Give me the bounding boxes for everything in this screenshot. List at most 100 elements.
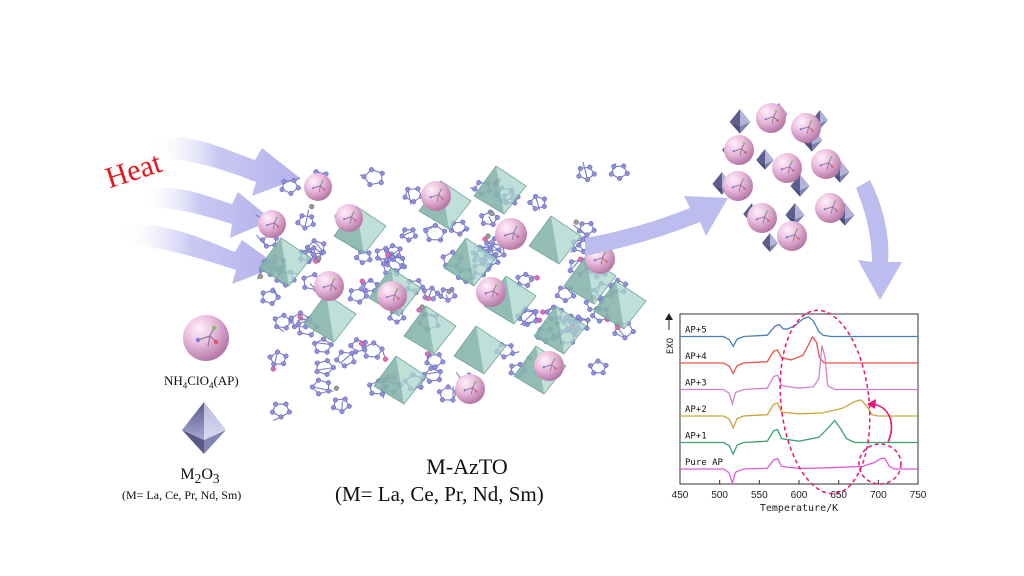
bond xyxy=(594,257,603,261)
cluster-ap-sphere xyxy=(723,171,753,201)
x-tick-label: 650 xyxy=(830,490,847,501)
framework-ap-sphere xyxy=(476,277,506,307)
bond xyxy=(781,166,790,170)
polyhedron-shade xyxy=(594,281,624,329)
atom xyxy=(510,350,516,356)
bond xyxy=(304,209,310,229)
atom xyxy=(460,219,466,225)
atom xyxy=(405,186,411,192)
atom xyxy=(416,278,422,284)
atom xyxy=(353,219,357,222)
atom xyxy=(490,221,496,228)
atom xyxy=(496,293,499,296)
atom xyxy=(476,179,482,185)
cluster-ap-sphere xyxy=(756,103,786,133)
bond xyxy=(738,184,742,192)
octahedron-face xyxy=(740,109,751,127)
atom xyxy=(362,347,368,353)
atom xyxy=(273,401,279,407)
atom xyxy=(260,298,266,304)
atom xyxy=(588,220,594,227)
atom xyxy=(363,353,369,359)
atom xyxy=(755,218,758,221)
atom xyxy=(309,214,315,220)
carbon-atom xyxy=(485,233,491,239)
atom xyxy=(554,367,557,370)
polyhedron-shade xyxy=(304,294,334,342)
bond xyxy=(830,206,834,214)
series-label: AP+5 xyxy=(685,326,707,336)
oxygen-atom xyxy=(382,356,389,362)
polyhedron-shade xyxy=(374,356,404,404)
atom xyxy=(278,414,284,420)
atom xyxy=(799,128,802,131)
series-line xyxy=(680,457,918,486)
atom xyxy=(590,313,596,319)
atom xyxy=(325,380,332,386)
atom xyxy=(402,194,408,200)
cluster-ap-sphere xyxy=(777,221,807,251)
ap-formula-main: NH xyxy=(164,373,183,388)
atom xyxy=(731,186,734,189)
framework-ap-sphere xyxy=(495,218,527,250)
octahedron-face xyxy=(729,109,740,127)
atom xyxy=(766,210,769,213)
bond xyxy=(266,222,275,226)
octahedron-face xyxy=(770,243,778,252)
atom xyxy=(389,243,396,249)
polyhedron-shade xyxy=(454,326,484,374)
atom xyxy=(352,210,355,214)
atom xyxy=(314,360,320,366)
atom xyxy=(577,165,583,172)
legend-ap-sphere xyxy=(183,315,229,361)
octahedron-face xyxy=(820,120,828,129)
atom xyxy=(389,254,395,260)
atom xyxy=(474,381,477,384)
framework-metals-label: (M= La, Ce, Pr, Nd, Sm) xyxy=(335,482,544,506)
atom xyxy=(557,285,564,291)
atom xyxy=(321,241,327,247)
atom xyxy=(490,241,496,247)
polyhedron-shade xyxy=(564,256,594,304)
atom xyxy=(501,252,507,258)
oxygen-atom xyxy=(540,309,546,315)
atom xyxy=(504,234,507,237)
series-label: AP+4 xyxy=(685,352,707,362)
chart-arrow xyxy=(856,180,902,300)
bond xyxy=(511,232,515,240)
bond xyxy=(792,234,796,242)
atom xyxy=(358,286,364,292)
framework-ap-sphere xyxy=(314,271,344,301)
atom xyxy=(831,165,834,168)
oxygen-atom xyxy=(425,351,431,357)
bond xyxy=(786,234,795,238)
bond xyxy=(485,290,494,294)
atom xyxy=(767,219,770,222)
bond xyxy=(824,206,833,210)
series-line xyxy=(680,316,918,348)
atom xyxy=(295,220,301,226)
octahedron-face xyxy=(800,174,810,191)
bond xyxy=(349,216,352,223)
atom xyxy=(475,390,478,393)
atom xyxy=(780,168,783,171)
atom xyxy=(608,171,614,177)
atom xyxy=(591,227,597,233)
atom xyxy=(437,369,443,375)
atom xyxy=(544,309,550,315)
atom xyxy=(429,196,432,199)
atom xyxy=(267,354,273,360)
atom xyxy=(397,246,403,252)
atom xyxy=(440,359,446,365)
bond xyxy=(323,284,332,288)
bond xyxy=(436,194,440,202)
atom xyxy=(399,233,405,239)
atom xyxy=(379,346,385,352)
atom xyxy=(387,315,393,321)
octahedron-face xyxy=(762,233,770,247)
atom xyxy=(796,228,799,231)
atom xyxy=(524,282,531,288)
series-label: AP+2 xyxy=(685,405,707,415)
x-tick-label: 500 xyxy=(711,490,728,501)
atom xyxy=(291,324,298,330)
